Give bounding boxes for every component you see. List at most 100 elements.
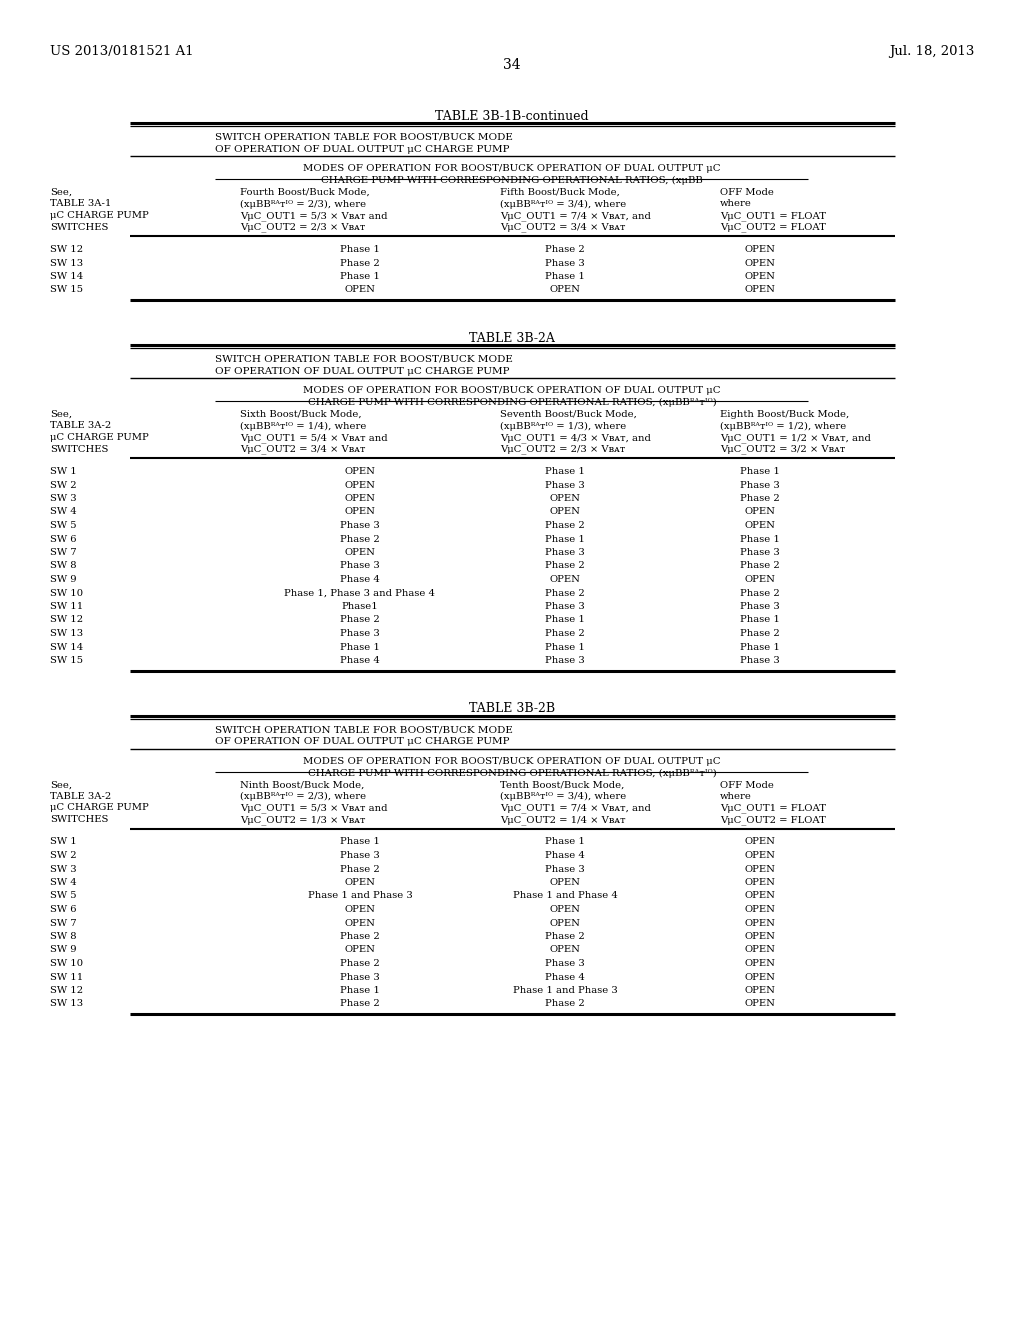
Text: SW 12: SW 12 bbox=[50, 986, 83, 995]
Text: SW 9: SW 9 bbox=[50, 945, 77, 954]
Text: Phase 1: Phase 1 bbox=[340, 246, 380, 253]
Text: Phase 1 and Phase 3: Phase 1 and Phase 3 bbox=[307, 891, 413, 900]
Text: SW 8: SW 8 bbox=[50, 561, 77, 570]
Text: Tenth Boost/Buck Mode,: Tenth Boost/Buck Mode, bbox=[500, 780, 625, 789]
Text: OPEN: OPEN bbox=[744, 973, 775, 982]
Text: SW 8: SW 8 bbox=[50, 932, 77, 941]
Text: Phase 1: Phase 1 bbox=[545, 837, 585, 846]
Text: VμC_OUT2 = 3/4 × Vʙᴀᴛ: VμC_OUT2 = 3/4 × Vʙᴀᴛ bbox=[500, 223, 626, 232]
Text: OPEN: OPEN bbox=[744, 259, 775, 268]
Text: OPEN: OPEN bbox=[744, 999, 775, 1008]
Text: Phase 3: Phase 3 bbox=[340, 561, 380, 570]
Text: VμC_OUT1 = 5/3 × Vʙᴀᴛ and: VμC_OUT1 = 5/3 × Vʙᴀᴛ and bbox=[240, 804, 387, 813]
Text: OPEN: OPEN bbox=[550, 906, 581, 913]
Text: SW 6: SW 6 bbox=[50, 906, 77, 913]
Text: Phase 3: Phase 3 bbox=[740, 656, 780, 665]
Text: Phase 1: Phase 1 bbox=[740, 535, 780, 544]
Text: OPEN: OPEN bbox=[344, 480, 376, 490]
Text: OPEN: OPEN bbox=[550, 576, 581, 583]
Text: VμC_OUT2 = 2/3 × Vʙᴀᴛ: VμC_OUT2 = 2/3 × Vʙᴀᴛ bbox=[240, 223, 366, 232]
Text: OPEN: OPEN bbox=[550, 285, 581, 294]
Text: OPEN: OPEN bbox=[344, 878, 376, 887]
Text: (xμBBᴿᴬᴛᴵᴼ = 3/4), where: (xμBBᴿᴬᴛᴵᴼ = 3/4), where bbox=[500, 199, 627, 209]
Text: VμC_OUT2 = 2/3 × Vʙᴀᴛ: VμC_OUT2 = 2/3 × Vʙᴀᴛ bbox=[500, 445, 626, 454]
Text: VμC_OUT1 = FLOAT: VμC_OUT1 = FLOAT bbox=[720, 211, 826, 220]
Text: OPEN: OPEN bbox=[744, 851, 775, 861]
Text: VμC_OUT2 = 3/4 × Vʙᴀᴛ: VμC_OUT2 = 3/4 × Vʙᴀᴛ bbox=[240, 445, 366, 454]
Text: Phase 3: Phase 3 bbox=[545, 602, 585, 611]
Text: SW 1: SW 1 bbox=[50, 837, 77, 846]
Text: where: where bbox=[720, 199, 752, 209]
Text: OPEN: OPEN bbox=[344, 507, 376, 516]
Text: Phase 3: Phase 3 bbox=[545, 480, 585, 490]
Text: (xμBBᴿᴬᴛᴵᴼ = 1/2), where: (xμBBᴿᴬᴛᴵᴼ = 1/2), where bbox=[720, 421, 846, 430]
Text: where: where bbox=[720, 792, 752, 801]
Text: Phase 2: Phase 2 bbox=[340, 615, 380, 624]
Text: SWITCHES: SWITCHES bbox=[50, 223, 109, 231]
Text: SW 14: SW 14 bbox=[50, 643, 83, 652]
Text: OPEN: OPEN bbox=[550, 878, 581, 887]
Text: CHARGE PUMP WITH CORRESPONDING OPERATIONAL RATIOS, (xμBBᴿᴬᴛᴵᴼ): CHARGE PUMP WITH CORRESPONDING OPERATION… bbox=[307, 399, 717, 407]
Text: SW 13: SW 13 bbox=[50, 259, 83, 268]
Text: VμC_OUT2 = 1/4 × Vʙᴀᴛ: VμC_OUT2 = 1/4 × Vʙᴀᴛ bbox=[500, 814, 626, 825]
Text: Phase 2: Phase 2 bbox=[545, 589, 585, 598]
Text: MODES OF OPERATION FOR BOOST/BUCK OPERATION OF DUAL OUTPUT μC: MODES OF OPERATION FOR BOOST/BUCK OPERAT… bbox=[303, 385, 721, 395]
Text: OF OPERATION OF DUAL OUTPUT μC CHARGE PUMP: OF OPERATION OF DUAL OUTPUT μC CHARGE PU… bbox=[215, 738, 510, 747]
Text: OPEN: OPEN bbox=[344, 285, 376, 294]
Text: OPEN: OPEN bbox=[744, 891, 775, 900]
Text: MODES OF OPERATION FOR BOOST/BUCK OPERATION OF DUAL OUTPUT μC: MODES OF OPERATION FOR BOOST/BUCK OPERAT… bbox=[303, 756, 721, 766]
Text: SW 15: SW 15 bbox=[50, 285, 83, 294]
Text: Phase 2: Phase 2 bbox=[545, 999, 585, 1008]
Text: OPEN: OPEN bbox=[744, 246, 775, 253]
Text: OFF Mode: OFF Mode bbox=[720, 187, 774, 197]
Text: (xμBBᴿᴬᴛᴵᴼ = 2/3), where: (xμBBᴿᴬᴛᴵᴼ = 2/3), where bbox=[240, 199, 367, 209]
Text: OPEN: OPEN bbox=[744, 919, 775, 928]
Text: Phase 1: Phase 1 bbox=[740, 615, 780, 624]
Text: Phase 3: Phase 3 bbox=[340, 630, 380, 638]
Text: OFF Mode: OFF Mode bbox=[720, 780, 774, 789]
Text: Phase 4: Phase 4 bbox=[340, 656, 380, 665]
Text: Phase 3: Phase 3 bbox=[340, 521, 380, 531]
Text: Phase 1 and Phase 3: Phase 1 and Phase 3 bbox=[513, 986, 617, 995]
Text: OPEN: OPEN bbox=[344, 467, 376, 477]
Text: OPEN: OPEN bbox=[744, 945, 775, 954]
Text: OPEN: OPEN bbox=[550, 494, 581, 503]
Text: Seventh Boost/Buck Mode,: Seventh Boost/Buck Mode, bbox=[500, 411, 637, 418]
Text: SW 5: SW 5 bbox=[50, 891, 77, 900]
Text: Phase 2: Phase 2 bbox=[340, 535, 380, 544]
Text: Phase 1: Phase 1 bbox=[545, 467, 585, 477]
Text: US 2013/0181521 A1: US 2013/0181521 A1 bbox=[50, 45, 194, 58]
Text: Phase 1: Phase 1 bbox=[545, 535, 585, 544]
Text: Phase 2: Phase 2 bbox=[545, 561, 585, 570]
Text: Phase 3: Phase 3 bbox=[545, 865, 585, 874]
Text: Phase 1, Phase 3 and Phase 4: Phase 1, Phase 3 and Phase 4 bbox=[285, 589, 435, 598]
Text: OPEN: OPEN bbox=[744, 960, 775, 968]
Text: See,: See, bbox=[50, 411, 72, 418]
Text: CHARGE PUMP WITH CORRESPONDING OPERATIONAL RATIOS, (xμBB: CHARGE PUMP WITH CORRESPONDING OPERATION… bbox=[322, 176, 702, 185]
Text: Phase 2: Phase 2 bbox=[340, 999, 380, 1008]
Text: Ninth Boost/Buck Mode,: Ninth Boost/Buck Mode, bbox=[240, 780, 365, 789]
Text: Phase 1: Phase 1 bbox=[545, 643, 585, 652]
Text: OPEN: OPEN bbox=[744, 932, 775, 941]
Text: Phase 3: Phase 3 bbox=[340, 851, 380, 861]
Text: μC CHARGE PUMP: μC CHARGE PUMP bbox=[50, 211, 148, 220]
Text: TABLE 3B-1B-continued: TABLE 3B-1B-continued bbox=[435, 110, 589, 123]
Text: SW 7: SW 7 bbox=[50, 548, 77, 557]
Text: Phase 1: Phase 1 bbox=[740, 643, 780, 652]
Text: OPEN: OPEN bbox=[744, 986, 775, 995]
Text: VμC_OUT2 = 1/3 × Vʙᴀᴛ: VμC_OUT2 = 1/3 × Vʙᴀᴛ bbox=[240, 814, 366, 825]
Text: See,: See, bbox=[50, 187, 72, 197]
Text: OPEN: OPEN bbox=[744, 837, 775, 846]
Text: OPEN: OPEN bbox=[344, 494, 376, 503]
Text: Phase 1: Phase 1 bbox=[340, 643, 380, 652]
Text: OPEN: OPEN bbox=[550, 945, 581, 954]
Text: 34: 34 bbox=[503, 58, 521, 73]
Text: Phase 2: Phase 2 bbox=[340, 865, 380, 874]
Text: VμC_OUT2 = FLOAT: VμC_OUT2 = FLOAT bbox=[720, 814, 826, 825]
Text: SW 11: SW 11 bbox=[50, 973, 83, 982]
Text: Jul. 18, 2013: Jul. 18, 2013 bbox=[889, 45, 974, 58]
Text: OPEN: OPEN bbox=[744, 878, 775, 887]
Text: SW 2: SW 2 bbox=[50, 480, 77, 490]
Text: Phase 2: Phase 2 bbox=[545, 932, 585, 941]
Text: SW 13: SW 13 bbox=[50, 999, 83, 1008]
